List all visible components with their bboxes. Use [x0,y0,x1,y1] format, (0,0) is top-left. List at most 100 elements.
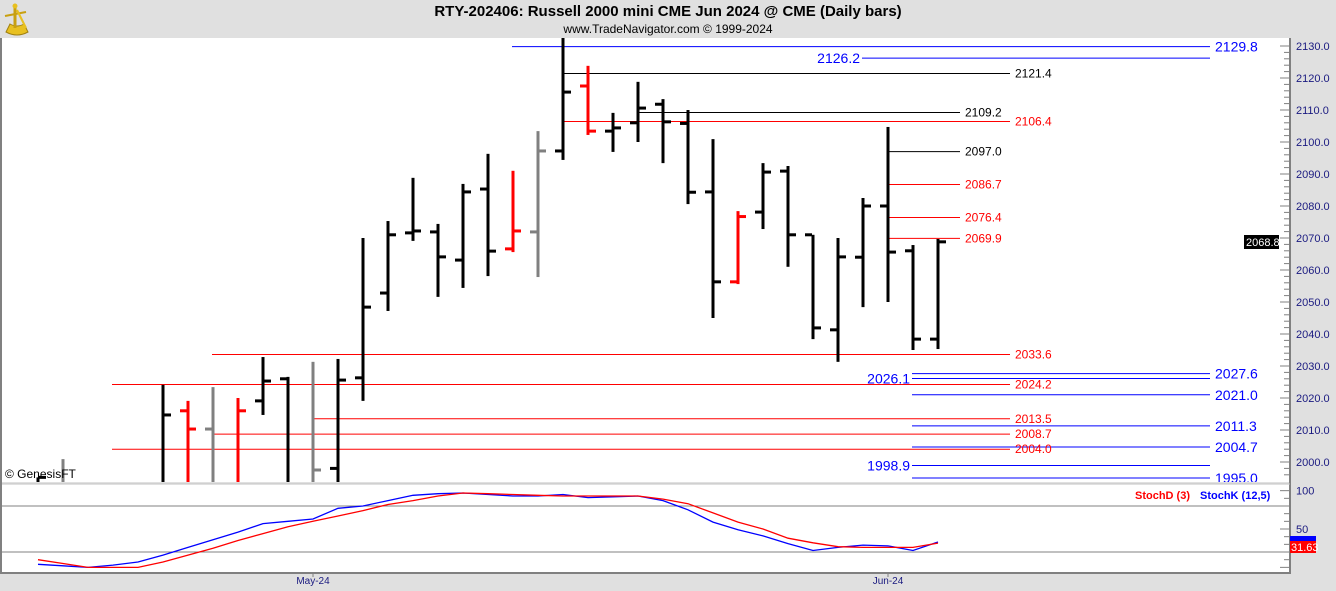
level-label: 2129.8 [1215,39,1258,55]
bar-close-tick [689,190,696,194]
date-axis: May-24 Jun-24 [296,573,904,587]
bar-range [561,38,565,160]
bar-range [311,361,315,482]
bar-open-tick [755,210,762,214]
bar-range [36,477,40,482]
price-axis-label: 2100.0 [1296,137,1330,149]
bar-open-tick [705,190,712,194]
price-bar [730,211,746,285]
bar-close-tick [839,255,846,259]
stoch-axis-label: 50 [1296,524,1308,536]
bar-close-tick [539,149,546,153]
bar-open-tick [805,233,812,237]
tradenavigator-logo [4,3,29,36]
bar-range [436,223,440,297]
price-bar [805,233,821,340]
bar-range [836,238,840,362]
price-bar [755,163,771,230]
bar-open-tick [380,291,387,295]
bar-open-tick [255,399,262,403]
bar-open-tick [930,337,937,341]
price-bar [280,376,290,482]
level-label: 2121.4 [1015,67,1052,81]
price-bar [780,166,796,267]
bar-close-tick [389,233,396,237]
price-bar [580,65,596,135]
bar-close-tick [164,413,171,417]
bar-open-tick [555,149,562,153]
bar-range [686,110,690,205]
stoch-k-line [37,492,939,569]
bar-open-tick [455,258,462,262]
bar-close-tick [589,129,596,133]
stoch-d-value-box [1290,541,1316,553]
bar-range [861,198,865,308]
stoch-d-value: 31.63 [1291,542,1319,554]
bar-open-tick [180,409,187,413]
price-bar [880,126,896,303]
price-bar [380,221,396,311]
price-bar [680,110,696,205]
stoch-k-legend: StochK (12,5) [1200,490,1271,502]
price-bar [930,238,946,350]
date-axis-label: Jun-24 [873,576,904,587]
bar-close-tick [414,229,421,233]
price-bar [705,139,721,318]
bar-close-tick [39,475,46,479]
chart-subtitle: www.TradeNavigator.com © 1999-2024 [563,22,773,36]
price-bar [455,183,471,288]
bar-range [711,139,715,318]
stoch-axis-label: 100 [1296,486,1314,498]
bar-close-tick [239,409,246,413]
price-axis-background [1291,38,1336,573]
bar-range [236,398,240,482]
level-label: 2011.3 [1215,418,1257,434]
bar-close-tick [439,255,446,259]
price-bar [355,238,371,401]
price-bar [605,112,621,152]
bar-close-tick [714,280,721,284]
bar-range [886,126,890,303]
price-bar [205,387,215,482]
bar-range [386,221,390,311]
bar-range [261,357,265,415]
bar-open-tick [855,255,862,259]
price-bar [855,198,871,308]
price-bar [36,475,46,482]
stochastic-panel: 100 50 31.63 [2,483,1319,569]
bar-range [536,131,540,278]
price-bars [36,38,946,482]
price-axis-label: 2030.0 [1296,361,1330,373]
bar-range [736,211,740,285]
bar-open-tick [205,427,212,431]
level-label: 2109.2 [965,106,1002,120]
bar-open-tick [655,102,662,106]
price-bar [61,459,65,482]
level-label: 2024.2 [1015,378,1052,392]
price-bar [405,177,421,241]
bar-close-tick [914,337,921,341]
stoch-d-line [37,492,939,569]
price-bar [555,38,571,160]
price-bar [180,400,196,482]
bar-range [336,358,340,482]
level-label: 2033.6 [1015,347,1052,361]
bar-open-tick [530,230,537,234]
bar-range [361,238,365,401]
bar-range [461,183,465,288]
bar-open-tick [630,121,637,125]
bar-range [486,153,490,277]
level-label: 2027.6 [1215,366,1258,382]
level-lines: 2129.8 2126.2 2121.4 2109.2 2106.4 2097.0 2086… [112,39,1258,482]
bar-open-tick [580,84,587,88]
bar-range [611,112,615,152]
bar-open-tick [680,121,687,125]
bar-range [511,170,515,253]
bar-close-tick [739,215,746,219]
price-axis-label: 2080.0 [1296,201,1330,213]
bar-open-tick [405,231,412,235]
bar-close-tick [764,170,771,174]
last-price-label: 2068.8 [1246,237,1280,249]
bar-open-tick [905,249,912,253]
